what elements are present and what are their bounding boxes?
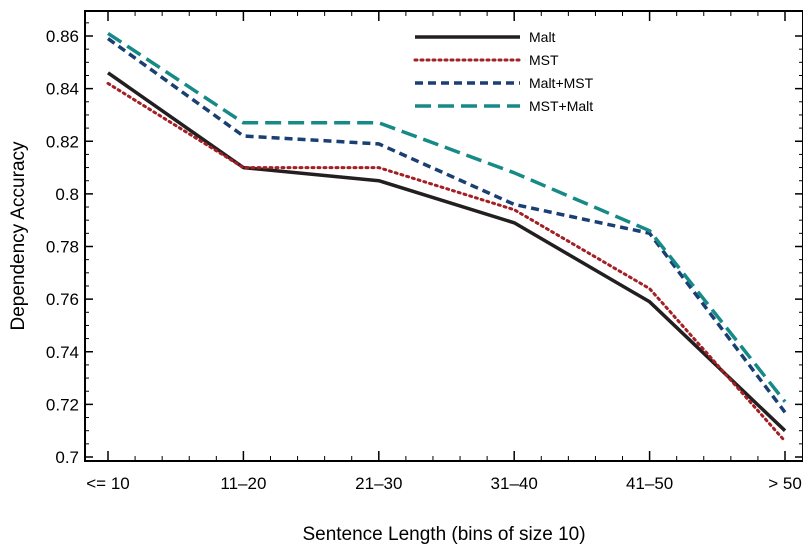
y-tick-label: 0.8 [55, 185, 79, 204]
series-layer [106, 31, 787, 443]
x-tick-label: 21–30 [355, 474, 402, 493]
legend-label: MST+Malt [529, 98, 593, 114]
legend: Malt MST Malt+MST MST+Malt [413, 29, 594, 114]
y-tick-label: 0.78 [46, 238, 79, 257]
plot-frame [84, 10, 803, 462]
y-tick-label: 0.84 [46, 80, 79, 99]
legend-label: Malt+MST [529, 75, 594, 91]
y-tick-label: 0.76 [46, 290, 79, 309]
x-axis-title: Sentence Length (bins of size 10) [302, 524, 585, 545]
y-tick-label: 0.72 [46, 395, 79, 414]
series-line-malt [106, 71, 787, 432]
y-tick-label: 0.7 [55, 448, 79, 467]
ticks-layer: 0.7 0.72 0.74 0.76 0.78 0.8 0.82 0.84 0.86 <= 10 1… [46, 11, 803, 493]
y-tick-label: 0.86 [46, 27, 79, 46]
series-line-mst-plus-malt [107, 31, 787, 403]
y-tick-label: 0.82 [46, 132, 79, 151]
x-tick-label: 11–20 [220, 474, 266, 493]
x-tick-label: 31–40 [491, 474, 538, 493]
legend-label: MST [529, 52, 559, 68]
x-tick-label: <= 10 [86, 474, 130, 493]
series-line-mst [106, 81, 787, 443]
series-line-malt-plus-mst [106, 37, 787, 414]
legend-label: Malt [529, 29, 556, 45]
x-tick-label: 41–50 [626, 474, 673, 493]
y-tick-label: 0.74 [46, 343, 79, 362]
x-tick-label: > 50 [768, 474, 802, 493]
y-axis-title: Dependency Accuracy [8, 141, 29, 331]
